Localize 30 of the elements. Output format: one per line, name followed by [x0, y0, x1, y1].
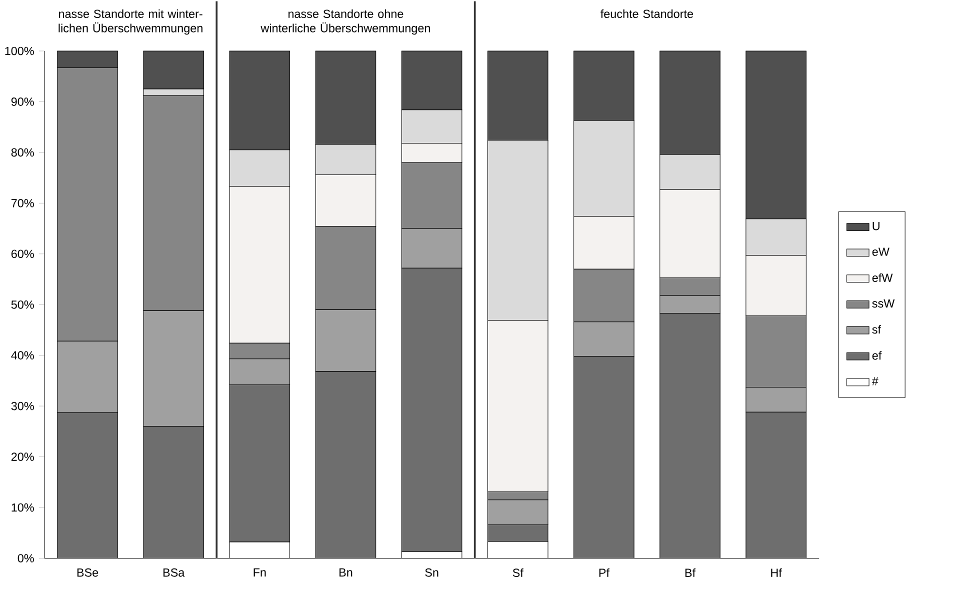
y-tick-label: 40%	[11, 351, 34, 360]
y-tick-label: 100%	[5, 46, 34, 56]
y-tick-label: 90%	[11, 97, 34, 106]
y-tick-label: 80%	[11, 148, 34, 157]
x-tick-label: Fn	[254, 568, 266, 576]
y-tick-label: 30%	[11, 402, 34, 410]
x-tick-label: Sn	[425, 568, 438, 577]
text: nasse Standorte mit winter- lichen Überschwemmungen	[58, 9, 202, 35]
x-tick-label: Sf	[512, 568, 524, 577]
text: nasse Standorte ohne winterliche Überschwemmungen	[260, 9, 430, 35]
x-tick-label: Bn	[340, 568, 352, 576]
y-tick-label: 60%	[11, 250, 34, 258]
x-tick-label: BSe	[77, 568, 98, 577]
legend-label: sf	[872, 325, 882, 334]
y-tick-label: 20%	[11, 452, 34, 461]
legend-label: efW	[872, 273, 893, 282]
legend-label: #	[872, 377, 878, 386]
y-tick-label: 50%	[11, 300, 34, 309]
y-tick-label: 10%	[12, 503, 34, 512]
y-tick-label: 70%	[11, 198, 34, 208]
x-tick-label: Hf	[771, 568, 782, 577]
x-tick-label: BSa	[163, 568, 185, 577]
text: feuchte Standorte	[600, 9, 694, 18]
x-tick-label: Pf	[599, 568, 610, 577]
legend-label: U	[872, 222, 880, 230]
legend-label: ef	[872, 351, 882, 360]
y-tick-label: 0%	[18, 554, 34, 562]
x-tick-label: Bf	[685, 568, 696, 577]
legend-label: eW	[872, 248, 890, 256]
legend-label: ssW	[872, 299, 895, 308]
